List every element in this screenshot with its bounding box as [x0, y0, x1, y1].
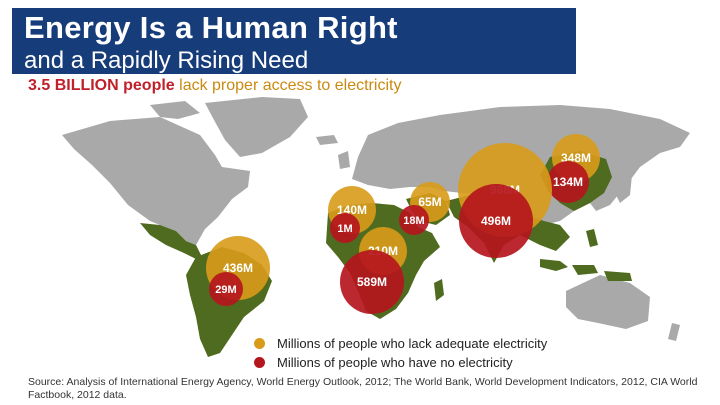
region-central-america	[140, 223, 202, 259]
legend-label-none: Millions of people who have no electrici…	[277, 354, 513, 370]
landmass-greenland	[205, 97, 308, 157]
legend-label-adequate: Millions of people who lack adequate ele…	[277, 335, 548, 351]
landmass-japan	[616, 171, 632, 203]
headline-stat-text: lack proper access to electricity	[174, 77, 402, 94]
bubble-none-18m	[399, 205, 429, 235]
bubble-label-65m: 65M	[418, 195, 441, 209]
bubble-label-18m: 18M	[403, 215, 424, 227]
bubble-label-29m: 29M	[215, 284, 236, 296]
legend-item-none: Millions of people who have no electrici…	[254, 353, 547, 371]
bubble-label-589m: 589M	[357, 275, 387, 289]
population-bubbles: 348M134M988M496M65M18M140M1M210M589M436M…	[206, 134, 600, 314]
landmass-new-zealand	[668, 323, 680, 341]
source-note: Source: Analysis of International Energy…	[28, 376, 698, 401]
legend-item-adequate: Millions of people who lack adequate ele…	[254, 334, 547, 352]
landmass-uk	[338, 151, 350, 169]
legend-swatch-adequate	[254, 337, 265, 349]
bubble-none-134m	[547, 161, 589, 203]
bubble-label-1m: 1M	[337, 223, 352, 235]
bubble-label-496m: 496M	[481, 214, 511, 228]
headline-stat: 3.5 BILLION people lack proper access to…	[28, 77, 401, 95]
landmass-iceland	[316, 135, 338, 145]
title-banner: Energy Is a Human Right and a Rapidly Ri…	[12, 8, 576, 74]
headline-stat-number: 3.5 BILLION people	[28, 77, 175, 94]
page-subtitle: and a Rapidly Rising Need	[24, 47, 309, 74]
bubble-label-134m: 134M	[553, 175, 583, 189]
bubble-none-589m	[340, 250, 404, 314]
landmass-north-america	[62, 117, 250, 245]
region-indonesia	[540, 229, 632, 281]
bubble-label-436m: 436M	[223, 261, 253, 275]
region-madagascar	[434, 279, 444, 301]
world-map: 348M134M988M496M65M18M140M1M210M589M436M…	[62, 97, 690, 357]
bubble-none-1m	[330, 213, 360, 243]
landmass-arctic-islands	[150, 101, 200, 119]
bubble-none-496m	[459, 184, 533, 258]
legend-swatch-none	[254, 356, 265, 368]
bubble-none-29m	[209, 272, 243, 306]
landmass-australia	[566, 275, 650, 329]
page-title: Energy Is a Human Right	[24, 10, 398, 45]
map-legend: Millions of people who lack adequate ele…	[254, 334, 547, 372]
